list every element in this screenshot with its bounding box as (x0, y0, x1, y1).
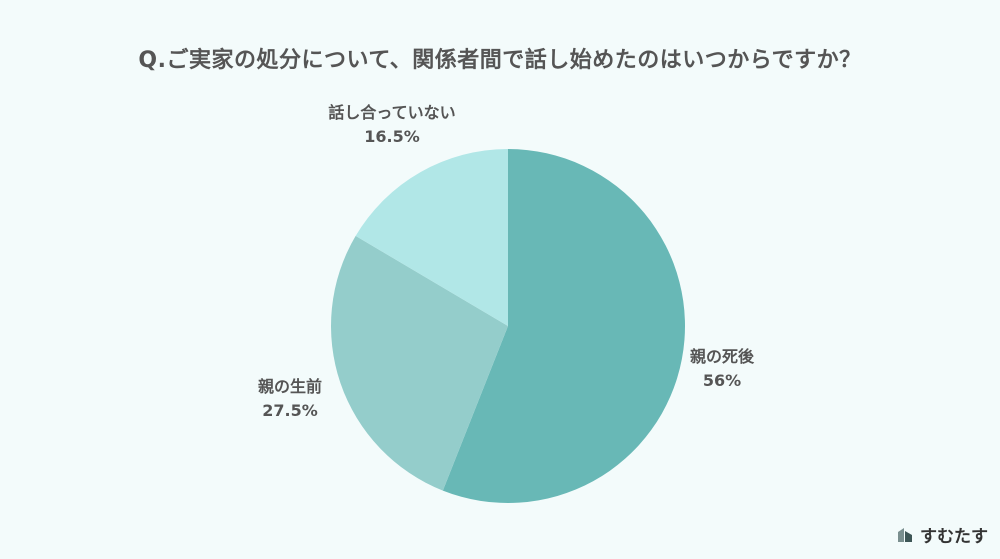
pie-slice (355, 149, 508, 326)
slice-value-label: 56% (703, 371, 741, 390)
sumutasu-logo-icon (898, 527, 912, 542)
slice-label: 話し合っていない (328, 103, 455, 122)
pie-slices (331, 149, 685, 504)
pie-slice (331, 235, 508, 491)
slice-value-label: 16.5% (364, 127, 420, 146)
brand-name: すむたす (920, 527, 988, 547)
slice-label: 親の生前 (258, 377, 322, 396)
brand-logo: すむたす (896, 522, 988, 547)
pie-labels: 親の死後 56% 親の生前 27.5% 話し合っていない 16.5% (258, 103, 755, 420)
slice-value-label: 27.5% (262, 401, 318, 420)
pie-slice (442, 149, 685, 504)
slice-label: 親の死後 (690, 347, 755, 366)
chart-title: Q.ご実家の処分について、関係者間で話し始めたのはいつからですか？ (138, 48, 862, 73)
